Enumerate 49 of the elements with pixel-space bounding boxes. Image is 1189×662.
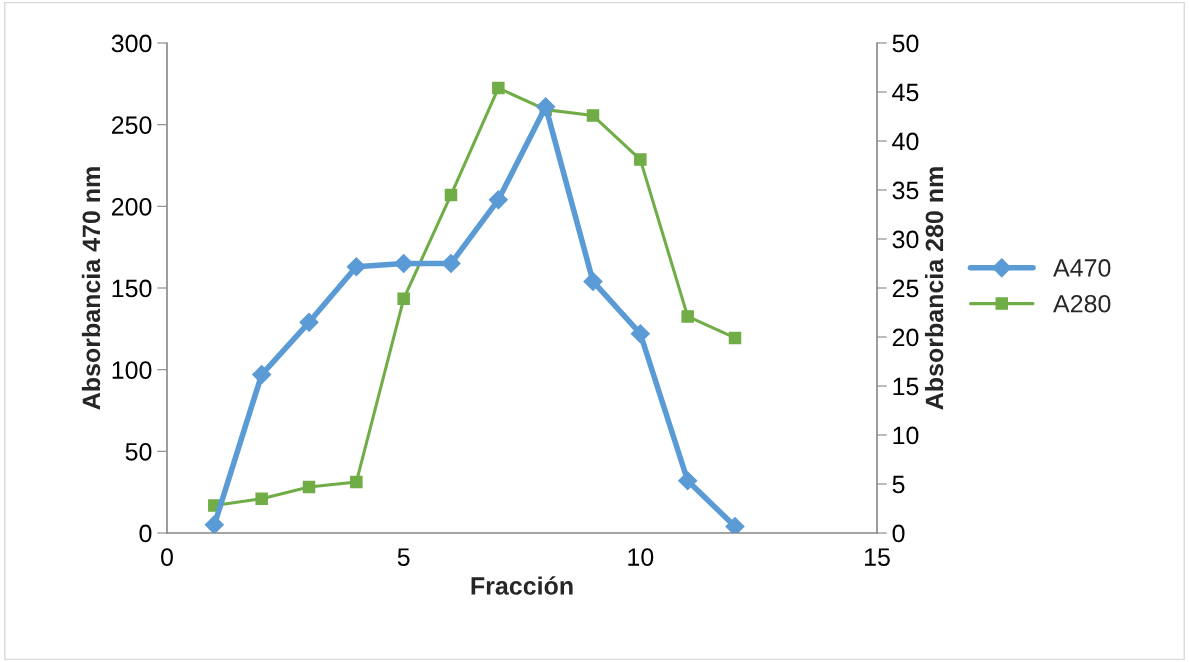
- y-tick-label: 150: [112, 279, 152, 298]
- x-axis-title: Fracción: [471, 576, 573, 595]
- point: [346, 257, 366, 277]
- point: [492, 81, 505, 95]
- y2-tick-label: 10: [893, 426, 919, 445]
- y2-tick-label: 15: [893, 377, 919, 396]
- legend-label: A470: [1053, 259, 1111, 277]
- y-tick-label: 250: [111, 116, 152, 134]
- x-tick-label: 0: [161, 548, 173, 566]
- x-tick-label: 15: [865, 548, 890, 566]
- point: [255, 492, 268, 505]
- point: [634, 153, 647, 166]
- y2-tick-label: 25: [892, 279, 919, 298]
- point: [394, 253, 414, 274]
- point: [678, 471, 698, 491]
- y2-tick-label: 20: [892, 328, 919, 347]
- point: [441, 253, 461, 274]
- point: [299, 312, 319, 332]
- point: [252, 365, 272, 385]
- point: [444, 188, 458, 202]
- y-tick-label: 300: [111, 34, 152, 53]
- point: [583, 271, 603, 292]
- point: [204, 515, 224, 533]
- point: [302, 480, 316, 494]
- y2-axis-title: Absorbancia 280 nm: [924, 167, 944, 410]
- point: [681, 310, 694, 323]
- y-axis-title: Absorbancia 470 nm: [81, 167, 101, 410]
- y-tick-label: 200: [111, 197, 152, 216]
- y2-tick-label: 50: [892, 34, 919, 53]
- point: [350, 475, 363, 489]
- y-tick-label: 100: [112, 361, 152, 379]
- x-tick-label: 10: [628, 548, 654, 566]
- point: [630, 324, 650, 344]
- point: [488, 190, 508, 210]
- y2-tick-label: 30: [892, 230, 919, 249]
- point: [536, 97, 556, 117]
- y2-tick-label: 35: [892, 181, 919, 200]
- point: [586, 109, 600, 122]
- legend-label: A280: [1053, 294, 1111, 313]
- y2-tick-label: 5: [892, 475, 905, 494]
- y2-tick-label: 45: [892, 83, 919, 102]
- point: [397, 292, 410, 306]
- y2-tick-label: 0: [892, 524, 905, 543]
- x-tick-label: 5: [397, 548, 410, 566]
- point: [728, 331, 742, 345]
- point: [725, 516, 745, 533]
- y2-tick-label: 40: [892, 132, 919, 151]
- y-tick-label: 0: [139, 524, 152, 543]
- y-tick-label: 50: [125, 442, 152, 461]
